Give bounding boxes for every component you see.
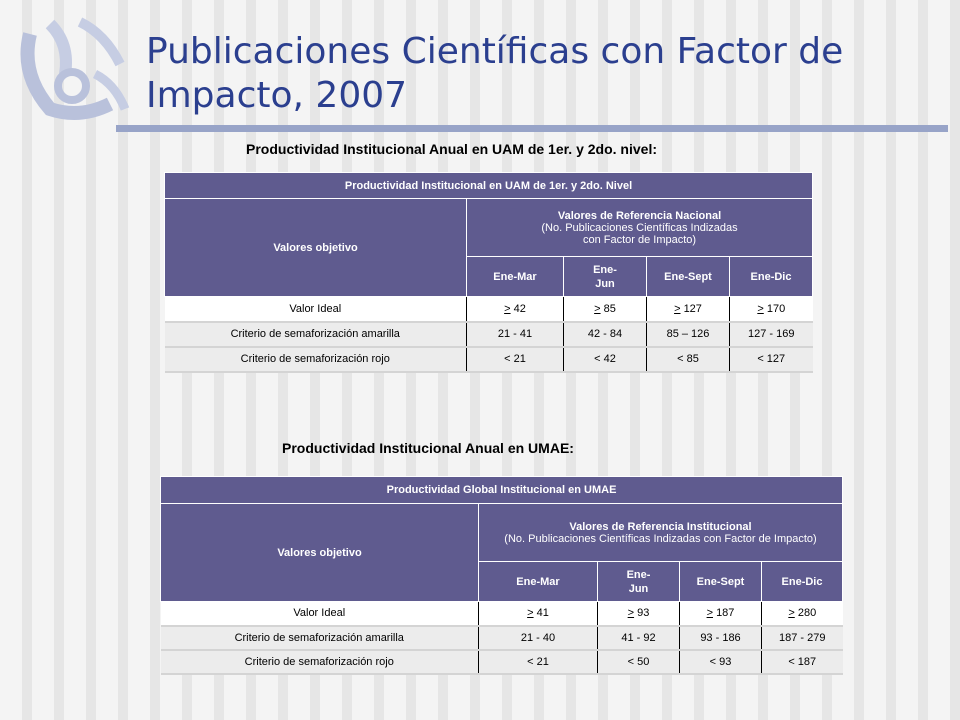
period-header: Ene-Dic: [728, 256, 814, 297]
table-caption: Productividad Global Institucional en UM…: [159, 476, 844, 504]
period-header: Ene-Sept: [679, 561, 762, 602]
table-cell: 187 - 279: [760, 625, 843, 651]
row-label: Valor Ideal: [160, 601, 479, 627]
table-cell: > 41: [478, 601, 598, 627]
table-row: Criterio de semaforización amarilla 21 -…: [160, 625, 843, 651]
period-header: Ene- Jun: [563, 256, 647, 297]
table-cell: > 42: [466, 296, 564, 323]
table-row: Criterio de semaforización rojo < 21 < 4…: [164, 346, 813, 373]
title-underline-bar: [116, 125, 948, 132]
table-row: Criterio de semaforización rojo < 21 < 5…: [160, 649, 843, 675]
table-cell: < 21: [466, 346, 564, 373]
table-cell: < 42: [563, 346, 647, 373]
table-row: Valor Ideal > 41 > 93 > 187 > 280: [160, 601, 843, 627]
row-label: Criterio de semaforización rojo: [164, 346, 467, 373]
period-header: Ene-Sept: [646, 256, 730, 297]
table-caption: Productividad Institucional en UAM de 1e…: [163, 172, 814, 199]
row-label: Criterio de semaforización amarilla: [164, 321, 467, 348]
table-cell: 42 - 84: [563, 321, 647, 348]
table-row: Criterio de semaforización amarilla 21 -…: [164, 321, 813, 348]
reference-values-header: Valores de Referencia Nacional (No. Publ…: [465, 198, 814, 257]
institution-logo-watermark: [20, 17, 130, 120]
table-cell: 21 - 41: [466, 321, 564, 348]
table-cell: > 93: [597, 601, 680, 627]
table-cell: > 170: [728, 296, 813, 323]
table-cell: < 50: [597, 649, 680, 675]
table-cell: < 85: [646, 346, 730, 373]
period-header: Ene-Mar: [478, 561, 598, 602]
table-cell: < 93: [679, 649, 762, 675]
table-cell: 93 - 186: [679, 625, 762, 651]
table-cell: 127 - 169: [728, 321, 813, 348]
row-label: Criterio de semaforización amarilla: [160, 625, 479, 651]
row-label: Valor Ideal: [164, 296, 467, 323]
table-cell: > 85: [563, 296, 647, 323]
table-cell: < 187: [760, 649, 843, 675]
table-cell: 21 - 40: [478, 625, 598, 651]
reference-values-header: Valores de Referencia Institucional (No.…: [477, 503, 844, 562]
table-cell: < 21: [478, 649, 598, 675]
period-header: Ene-Dic: [760, 561, 844, 602]
objective-values-header: Valores objetivo: [164, 198, 467, 297]
table-cell: < 127: [728, 346, 813, 373]
table-cell: > 127: [646, 296, 730, 323]
table-row: Valor Ideal > 42 > 85 > 127 > 170: [164, 296, 813, 323]
table-cell: 41 - 92: [597, 625, 680, 651]
table-cell: 85 – 126: [646, 321, 730, 348]
section1-subtitle: Productividad Institucional Anual en UAM…: [246, 141, 657, 157]
table-cell: > 187: [679, 601, 762, 627]
period-header: Ene-Mar: [466, 256, 564, 297]
objective-values-header: Valores objetivo: [160, 503, 479, 602]
umae-productivity-table: Productividad Global Institucional en UM…: [159, 476, 844, 675]
period-header: Ene- Jun: [597, 561, 680, 602]
section2-subtitle: Productividad Institucional Anual en UMA…: [282, 440, 574, 456]
slide-title: Publicaciones Científicas con Factor de …: [146, 31, 844, 116]
uam-productivity-table: Productividad Institucional en UAM de 1e…: [163, 172, 814, 373]
table-cell: > 280: [760, 601, 843, 627]
row-label: Criterio de semaforización rojo: [160, 649, 479, 675]
